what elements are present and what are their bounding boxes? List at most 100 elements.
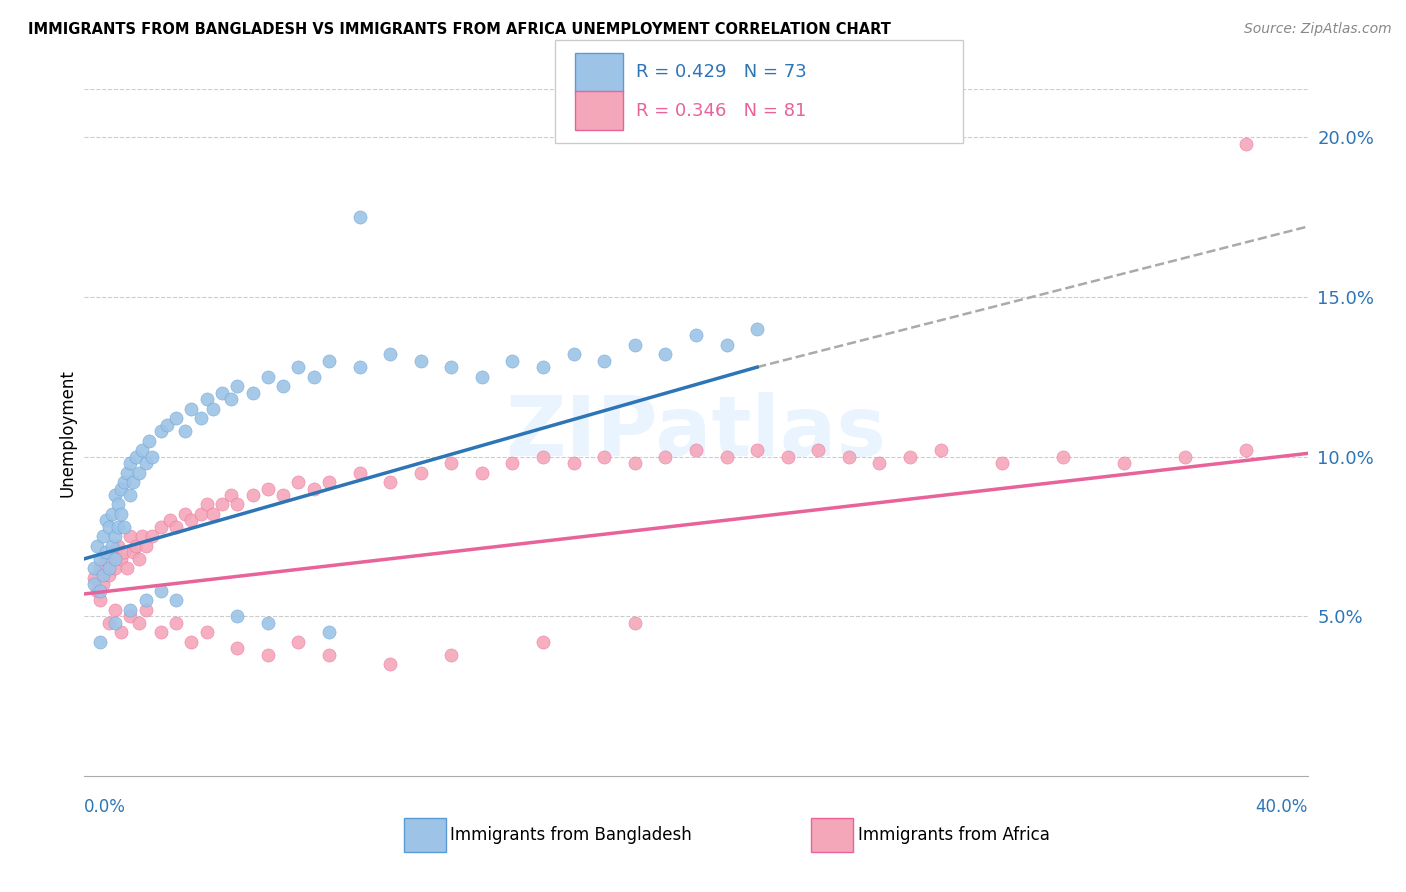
Point	[471, 466, 494, 480]
Text: ZIPatlas: ZIPatlas	[506, 392, 886, 473]
Text: R = 0.429   N = 73: R = 0.429 N = 73	[636, 63, 806, 81]
Point	[624, 456, 647, 470]
Point	[101, 507, 124, 521]
Point	[302, 482, 325, 496]
Point	[156, 417, 179, 432]
Point	[624, 338, 647, 352]
Point	[89, 635, 111, 649]
Point	[89, 551, 111, 566]
Point	[654, 347, 676, 361]
Point	[562, 456, 585, 470]
Point	[165, 520, 187, 534]
Point	[110, 507, 132, 521]
Point	[180, 401, 202, 416]
Point	[287, 475, 309, 490]
Point	[195, 392, 218, 406]
Y-axis label: Unemployment: Unemployment	[58, 368, 76, 497]
Point	[131, 443, 153, 458]
Point	[141, 450, 163, 464]
Point	[110, 482, 132, 496]
Point	[174, 424, 197, 438]
Point	[195, 625, 218, 640]
Point	[349, 360, 371, 375]
Point	[86, 583, 108, 598]
Point	[1114, 456, 1136, 470]
Point	[747, 443, 769, 458]
Point	[409, 466, 432, 480]
Point	[120, 488, 142, 502]
Point	[685, 443, 707, 458]
Point	[110, 625, 132, 640]
Point	[104, 561, 127, 575]
Point	[128, 466, 150, 480]
Point	[257, 615, 280, 630]
Point	[91, 529, 114, 543]
Point	[149, 520, 172, 534]
Point	[128, 551, 150, 566]
Point	[91, 577, 114, 591]
Point	[929, 443, 952, 458]
Point	[107, 539, 129, 553]
Point	[226, 609, 249, 624]
Point	[122, 475, 145, 490]
Point	[83, 577, 105, 591]
Point	[502, 456, 524, 470]
Point	[122, 545, 145, 559]
Point	[1234, 443, 1257, 458]
Point	[165, 411, 187, 425]
Point	[409, 353, 432, 368]
Point	[219, 392, 242, 406]
Point	[440, 456, 463, 470]
Point	[104, 615, 127, 630]
Point	[624, 615, 647, 630]
Point	[86, 539, 108, 553]
Point	[257, 369, 280, 384]
Point	[149, 625, 172, 640]
Point	[838, 450, 860, 464]
Point	[91, 567, 114, 582]
Point	[138, 434, 160, 448]
Point	[89, 583, 111, 598]
Point	[149, 424, 172, 438]
Point	[165, 615, 187, 630]
Point	[104, 551, 127, 566]
Text: 40.0%: 40.0%	[1256, 798, 1308, 816]
Point	[97, 561, 120, 575]
Point	[104, 529, 127, 543]
Point	[101, 539, 124, 553]
Point	[287, 635, 309, 649]
Point	[716, 450, 738, 464]
Text: IMMIGRANTS FROM BANGLADESH VS IMMIGRANTS FROM AFRICA UNEMPLOYMENT CORRELATION CH: IMMIGRANTS FROM BANGLADESH VS IMMIGRANTS…	[28, 22, 891, 37]
Point	[112, 475, 135, 490]
Point	[287, 360, 309, 375]
Point	[440, 360, 463, 375]
Point	[211, 385, 233, 400]
Point	[97, 567, 120, 582]
Point	[201, 401, 224, 416]
Point	[83, 561, 105, 575]
Point	[128, 615, 150, 630]
Point	[531, 635, 554, 649]
Point	[211, 498, 233, 512]
Point	[101, 545, 124, 559]
Point	[1234, 136, 1257, 151]
Point	[807, 443, 830, 458]
Point	[83, 571, 105, 585]
Point	[869, 456, 891, 470]
Point	[180, 513, 202, 527]
Point	[135, 539, 157, 553]
Point	[190, 507, 212, 521]
Point	[125, 539, 148, 553]
Point	[271, 379, 294, 393]
Point	[226, 379, 249, 393]
Point	[562, 347, 585, 361]
Point	[104, 603, 127, 617]
Text: R = 0.346   N = 81: R = 0.346 N = 81	[636, 102, 806, 120]
Point	[115, 466, 138, 480]
Point	[120, 529, 142, 543]
Point	[271, 488, 294, 502]
Point	[112, 545, 135, 559]
Text: 0.0%: 0.0%	[84, 798, 127, 816]
Point	[593, 450, 616, 464]
Point	[226, 498, 249, 512]
